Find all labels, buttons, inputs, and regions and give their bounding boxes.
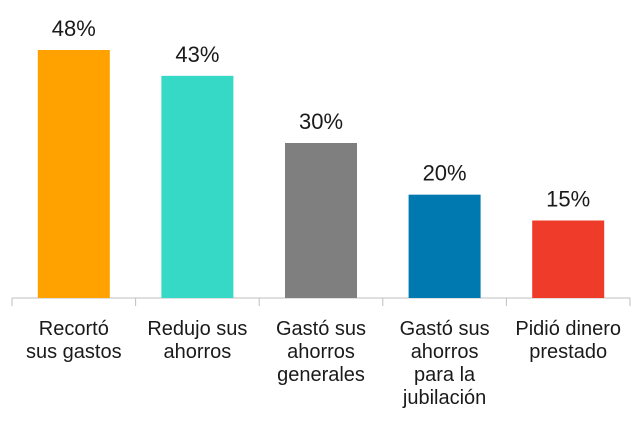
bar: [532, 220, 605, 298]
x-tick-label: Gastó sus ahorros para la jubilación: [399, 318, 490, 409]
x-tick-label: Gastó sus ahorros generales: [275, 318, 367, 386]
x-tick-label: Pidió dinero prestado: [515, 318, 621, 363]
x-tick-label: Redujo sus ahorros: [147, 318, 248, 363]
value-label: 48%: [52, 16, 96, 41]
value-label: 30%: [299, 109, 343, 134]
bar: [285, 143, 357, 298]
value-label: 43%: [175, 42, 219, 67]
value-label: 15%: [546, 187, 590, 212]
bar: [408, 194, 481, 298]
bar: [161, 75, 234, 298]
x-tick-label: Recortó sus gastos: [25, 318, 122, 363]
bar: [37, 50, 110, 298]
value-label: 20%: [423, 161, 467, 186]
